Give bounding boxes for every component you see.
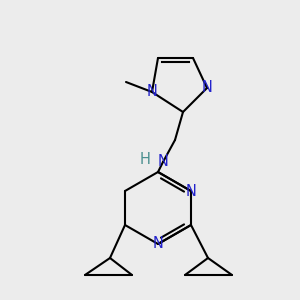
Text: N: N xyxy=(153,236,164,251)
Text: H: H xyxy=(140,152,150,166)
Text: N: N xyxy=(186,184,196,199)
Text: N: N xyxy=(202,80,212,95)
Text: N: N xyxy=(158,154,168,169)
Text: N: N xyxy=(147,85,158,100)
